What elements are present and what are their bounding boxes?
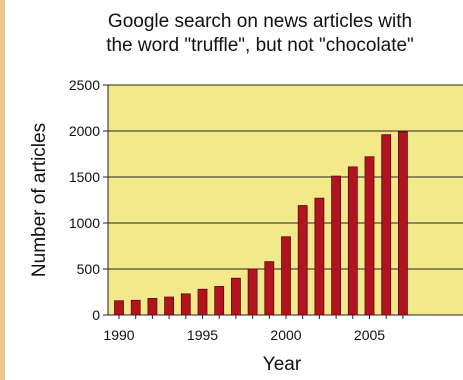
- bar-2006: [381, 134, 392, 316]
- y-axis-label: Number of articles: [29, 123, 50, 277]
- y-tick-label: 0: [92, 307, 100, 323]
- bar-2002: [314, 197, 325, 316]
- bar-1996: [214, 286, 225, 316]
- bar-1999: [264, 261, 275, 316]
- bar-2007: [397, 131, 408, 316]
- y-tick-label: 1000: [69, 215, 100, 231]
- y-tick-label: 1500: [69, 169, 100, 185]
- x-tick-label: 1995: [187, 327, 218, 343]
- y-axis-ticks: 0 500 1000 1500 2000 2500: [69, 77, 108, 323]
- x-tick-label: 2005: [354, 327, 385, 343]
- x-tick-label: 2000: [270, 327, 301, 343]
- bar-1990: [114, 300, 124, 316]
- chart-title-line-2: the word "truffle", but not "chocolate": [106, 35, 414, 56]
- border-frame: [0, 0, 5, 380]
- bar-1993: [164, 296, 175, 316]
- y-tick-label: 500: [77, 261, 101, 277]
- bar-2003: [331, 175, 342, 316]
- bar-2004: [347, 166, 358, 316]
- bar-1995: [197, 288, 208, 316]
- bar-2005: [364, 156, 375, 316]
- bar-1991: [130, 299, 141, 316]
- chart-title-line-1: Google search on news articles with: [107, 11, 413, 32]
- bars: [114, 131, 408, 316]
- bar-1994: [180, 293, 191, 316]
- bar-1997: [230, 277, 241, 316]
- chart-title: Google search on news articles with the …: [60, 10, 460, 58]
- x-axis-label: Year: [263, 354, 302, 375]
- y-tick-label: 2500: [69, 77, 100, 93]
- bar-1992: [147, 298, 158, 316]
- x-tick-label: 1990: [103, 327, 134, 343]
- bar-2001: [297, 205, 308, 316]
- x-axis-ticks: 1990 1995 2000 2005: [103, 315, 404, 343]
- bar-1998: [247, 268, 258, 316]
- y-tick-label: 2000: [69, 123, 100, 139]
- bar-2000: [281, 236, 291, 316]
